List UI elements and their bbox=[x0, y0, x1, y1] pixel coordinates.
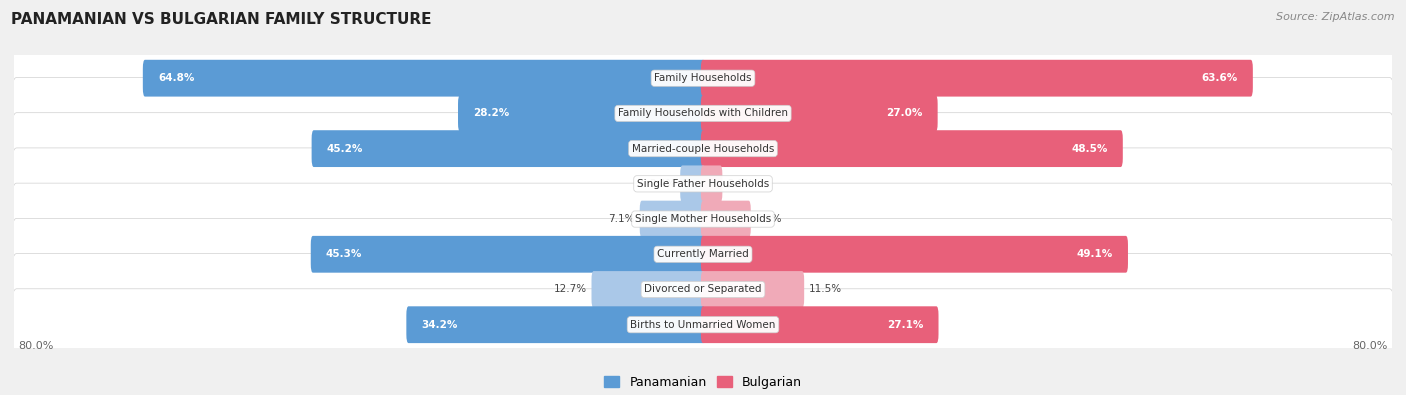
Text: 11.5%: 11.5% bbox=[808, 284, 842, 295]
FancyBboxPatch shape bbox=[700, 166, 723, 202]
Text: 2.0%: 2.0% bbox=[727, 179, 754, 189]
FancyBboxPatch shape bbox=[11, 77, 1395, 149]
Text: Single Mother Households: Single Mother Households bbox=[636, 214, 770, 224]
Text: 2.4%: 2.4% bbox=[650, 179, 675, 189]
Text: 80.0%: 80.0% bbox=[1353, 341, 1388, 351]
FancyBboxPatch shape bbox=[143, 60, 706, 97]
Text: 48.5%: 48.5% bbox=[1071, 144, 1108, 154]
FancyBboxPatch shape bbox=[681, 166, 706, 202]
Legend: Panamanian, Bulgarian: Panamanian, Bulgarian bbox=[599, 371, 807, 394]
Text: Family Households: Family Households bbox=[654, 73, 752, 83]
Text: 34.2%: 34.2% bbox=[422, 320, 458, 330]
Text: 5.3%: 5.3% bbox=[755, 214, 782, 224]
FancyBboxPatch shape bbox=[11, 183, 1395, 255]
Text: 45.2%: 45.2% bbox=[326, 144, 363, 154]
FancyBboxPatch shape bbox=[11, 254, 1395, 325]
Text: Single Father Households: Single Father Households bbox=[637, 179, 769, 189]
Text: 7.1%: 7.1% bbox=[609, 214, 636, 224]
Text: 45.3%: 45.3% bbox=[326, 249, 363, 259]
FancyBboxPatch shape bbox=[10, 211, 1396, 297]
FancyBboxPatch shape bbox=[10, 35, 1396, 121]
FancyBboxPatch shape bbox=[11, 218, 1395, 290]
Text: Currently Married: Currently Married bbox=[657, 249, 749, 259]
FancyBboxPatch shape bbox=[700, 95, 938, 132]
FancyBboxPatch shape bbox=[10, 105, 1396, 192]
Text: 80.0%: 80.0% bbox=[18, 341, 53, 351]
FancyBboxPatch shape bbox=[406, 306, 706, 343]
Text: Family Households with Children: Family Households with Children bbox=[619, 108, 787, 118]
FancyBboxPatch shape bbox=[11, 42, 1395, 114]
FancyBboxPatch shape bbox=[592, 271, 706, 308]
Text: 27.0%: 27.0% bbox=[886, 108, 922, 118]
FancyBboxPatch shape bbox=[10, 141, 1396, 227]
FancyBboxPatch shape bbox=[10, 246, 1396, 333]
FancyBboxPatch shape bbox=[311, 236, 706, 273]
FancyBboxPatch shape bbox=[11, 289, 1395, 361]
FancyBboxPatch shape bbox=[11, 148, 1395, 220]
Text: PANAMANIAN VS BULGARIAN FAMILY STRUCTURE: PANAMANIAN VS BULGARIAN FAMILY STRUCTURE bbox=[11, 12, 432, 27]
Text: 12.7%: 12.7% bbox=[554, 284, 586, 295]
Text: 28.2%: 28.2% bbox=[472, 108, 509, 118]
FancyBboxPatch shape bbox=[10, 70, 1396, 156]
Text: 64.8%: 64.8% bbox=[157, 73, 194, 83]
Text: Divorced or Separated: Divorced or Separated bbox=[644, 284, 762, 295]
FancyBboxPatch shape bbox=[10, 176, 1396, 262]
FancyBboxPatch shape bbox=[640, 201, 706, 237]
FancyBboxPatch shape bbox=[700, 306, 939, 343]
Text: 49.1%: 49.1% bbox=[1077, 249, 1114, 259]
FancyBboxPatch shape bbox=[700, 130, 1123, 167]
FancyBboxPatch shape bbox=[10, 282, 1396, 368]
Text: Married-couple Households: Married-couple Households bbox=[631, 144, 775, 154]
FancyBboxPatch shape bbox=[700, 271, 804, 308]
Text: Births to Unmarried Women: Births to Unmarried Women bbox=[630, 320, 776, 330]
FancyBboxPatch shape bbox=[700, 60, 1253, 97]
FancyBboxPatch shape bbox=[312, 130, 706, 167]
Text: 63.6%: 63.6% bbox=[1202, 73, 1237, 83]
FancyBboxPatch shape bbox=[11, 113, 1395, 184]
Text: 27.1%: 27.1% bbox=[887, 320, 924, 330]
FancyBboxPatch shape bbox=[700, 201, 751, 237]
Text: Source: ZipAtlas.com: Source: ZipAtlas.com bbox=[1277, 12, 1395, 22]
FancyBboxPatch shape bbox=[700, 236, 1128, 273]
FancyBboxPatch shape bbox=[458, 95, 706, 132]
